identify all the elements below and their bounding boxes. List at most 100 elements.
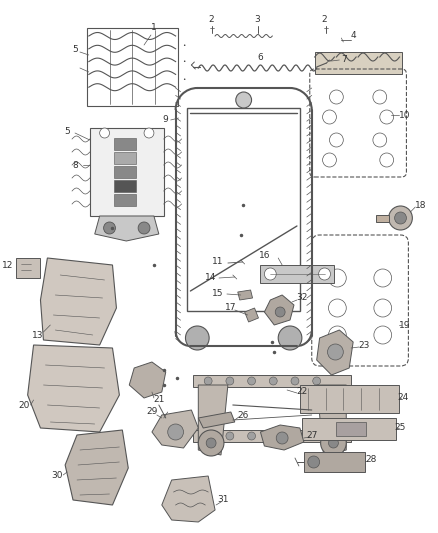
Circle shape [323, 110, 336, 124]
Text: 13: 13 [32, 330, 43, 340]
Circle shape [373, 90, 387, 104]
Polygon shape [28, 345, 120, 432]
Bar [193, 430, 351, 442]
Text: 8: 8 [72, 160, 78, 169]
Circle shape [329, 90, 343, 104]
Polygon shape [152, 410, 198, 448]
Circle shape [275, 307, 285, 317]
Polygon shape [162, 476, 215, 522]
Circle shape [374, 326, 392, 344]
Circle shape [313, 377, 321, 385]
Circle shape [144, 128, 154, 138]
Circle shape [395, 212, 406, 224]
Text: 11: 11 [212, 257, 224, 266]
Text: 12: 12 [1, 261, 13, 270]
Circle shape [204, 432, 212, 440]
Polygon shape [376, 215, 389, 222]
Circle shape [321, 430, 346, 456]
Text: 31: 31 [217, 496, 229, 505]
Bar [90, 128, 164, 216]
Polygon shape [261, 425, 304, 450]
Text: •: • [182, 77, 185, 82]
Polygon shape [245, 308, 258, 322]
Text: 24: 24 [398, 393, 409, 402]
Text: 14: 14 [205, 273, 216, 282]
Circle shape [323, 153, 336, 167]
Text: 16: 16 [259, 251, 270, 260]
Circle shape [308, 456, 320, 468]
Bar [114, 180, 136, 192]
Circle shape [226, 432, 234, 440]
Circle shape [226, 377, 234, 385]
Circle shape [374, 299, 392, 317]
Text: 9: 9 [163, 116, 169, 125]
Bar [304, 452, 365, 472]
Text: 15: 15 [212, 288, 224, 297]
Circle shape [313, 432, 321, 440]
Circle shape [269, 432, 277, 440]
Circle shape [374, 269, 392, 287]
Circle shape [236, 92, 251, 108]
Circle shape [389, 206, 412, 230]
Circle shape [328, 269, 346, 287]
Text: 20: 20 [18, 400, 29, 409]
Bar [187, 108, 300, 311]
Text: 7: 7 [341, 55, 347, 64]
Text: 2: 2 [208, 15, 214, 25]
Polygon shape [265, 295, 294, 325]
Text: 25: 25 [395, 424, 406, 432]
Polygon shape [238, 290, 253, 300]
Text: 30: 30 [52, 471, 63, 480]
Text: 32: 32 [296, 294, 307, 303]
Circle shape [329, 133, 343, 147]
Text: 21: 21 [153, 395, 165, 405]
Polygon shape [129, 362, 166, 398]
Text: 19: 19 [399, 320, 410, 329]
Bar [261, 265, 335, 283]
Text: •: • [182, 60, 185, 64]
Circle shape [278, 326, 302, 350]
Bar [336, 422, 366, 436]
Circle shape [328, 326, 346, 344]
Bar [114, 138, 136, 150]
Circle shape [328, 344, 343, 360]
Text: 18: 18 [414, 200, 426, 209]
Bar [114, 194, 136, 206]
Bar [114, 152, 136, 164]
Text: 3: 3 [254, 15, 260, 25]
Circle shape [206, 438, 216, 448]
Circle shape [328, 438, 339, 448]
Text: 28: 28 [365, 456, 377, 464]
Bar [16, 258, 40, 278]
Circle shape [168, 424, 184, 440]
Circle shape [185, 326, 209, 350]
Polygon shape [317, 330, 353, 375]
Circle shape [247, 432, 255, 440]
Text: 4: 4 [350, 31, 356, 41]
Bar [114, 166, 136, 178]
Text: •: • [182, 43, 185, 47]
Circle shape [104, 222, 116, 234]
Polygon shape [40, 258, 117, 345]
Bar [300, 385, 399, 413]
Polygon shape [65, 430, 128, 505]
Circle shape [204, 377, 212, 385]
Circle shape [276, 432, 288, 444]
Circle shape [328, 299, 346, 317]
Text: 26: 26 [237, 410, 248, 419]
Bar [314, 52, 402, 74]
Text: 23: 23 [358, 341, 370, 350]
Text: 6: 6 [258, 52, 263, 61]
Text: 17: 17 [225, 303, 237, 312]
Circle shape [291, 432, 299, 440]
Circle shape [380, 110, 394, 124]
Text: 10: 10 [399, 110, 410, 119]
Text: 2: 2 [322, 15, 327, 25]
Polygon shape [317, 385, 346, 455]
Circle shape [138, 222, 150, 234]
Circle shape [269, 377, 277, 385]
Polygon shape [95, 216, 159, 241]
Text: 22: 22 [296, 387, 307, 397]
Circle shape [318, 268, 331, 280]
Text: 1: 1 [151, 23, 157, 33]
